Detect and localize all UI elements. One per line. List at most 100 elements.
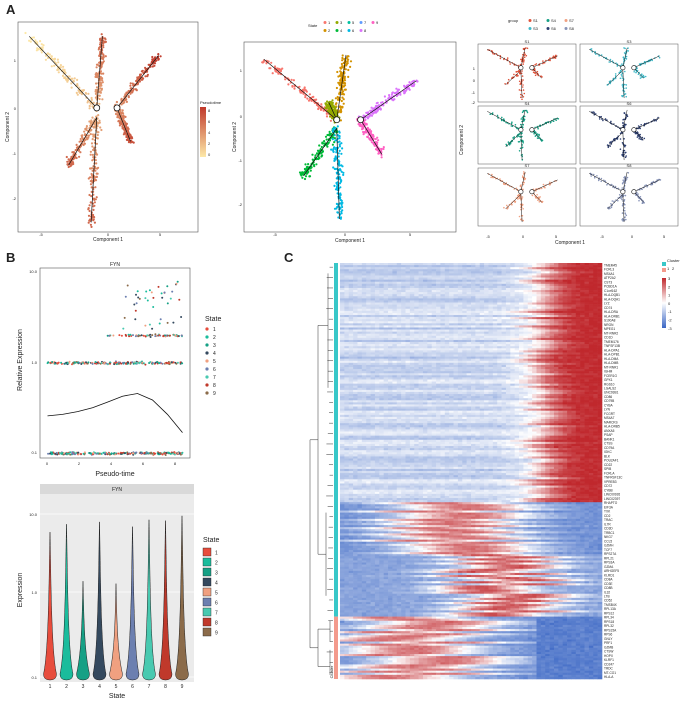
expression-point (95, 452, 98, 455)
cell-point (383, 95, 386, 98)
heatmap-cell (422, 273, 428, 276)
heatmap-cell (462, 290, 467, 293)
heatmap-cell (492, 283, 498, 287)
heatmap-cell (588, 285, 594, 289)
heatmap-cell (353, 277, 358, 280)
cell-point (623, 83, 626, 86)
heatmap-cell (374, 279, 380, 283)
heatmap-cell (588, 269, 594, 272)
cell-point (88, 219, 91, 222)
heatmap-cell (532, 265, 537, 268)
heatmap-cell (388, 275, 393, 278)
heatmap-cell (492, 275, 498, 278)
cell-point (590, 48, 593, 50)
heatmap-cell (514, 277, 520, 280)
heatmap-cell (392, 287, 398, 291)
heatmap-cell (519, 281, 524, 285)
heatmap-cell (497, 275, 502, 278)
x-tick: 5 (663, 234, 666, 239)
heatmap-cell (492, 285, 498, 289)
heatmap-cell (580, 271, 585, 274)
y-axis-label: Component 2 (232, 122, 238, 152)
expression-point (117, 452, 120, 455)
cell-point (342, 102, 345, 105)
heatmap-cell (571, 263, 577, 266)
cell-point (525, 47, 527, 49)
cell-point (331, 117, 334, 120)
heatmap-cell (549, 275, 555, 278)
heatmap-cell (440, 298, 446, 301)
legend-label: 1 (213, 327, 216, 333)
heatmap-cell (427, 271, 432, 274)
panel-b-label: B (6, 250, 15, 265)
cell-point (368, 114, 371, 117)
heatmap-cell (514, 275, 520, 278)
cell-point (340, 99, 343, 103)
cell-point (614, 73, 617, 75)
legend-label: S8 (569, 26, 575, 31)
heatmap-cell (401, 271, 406, 274)
heatmap-cell (584, 296, 590, 299)
heatmap-cell (597, 283, 603, 287)
heatmap-cell (418, 279, 424, 283)
expression-point (136, 361, 138, 364)
heatmap-cell (588, 298, 594, 301)
heatmap-cell (567, 275, 572, 278)
expression-point (174, 334, 177, 337)
heatmap-cell (567, 300, 572, 303)
heatmap-cell (584, 269, 590, 272)
cell-point (89, 167, 92, 170)
trajectory-branch (531, 55, 558, 68)
legend-label: S6 (551, 26, 557, 31)
heatmap-cell (401, 302, 406, 305)
x-tick: 2 (65, 684, 68, 690)
heatmap-cell (488, 296, 494, 299)
heatmap-cell (405, 269, 411, 272)
heatmap-cell (575, 279, 581, 283)
cell-point (620, 74, 623, 76)
heatmap-cell (348, 269, 354, 272)
cell-point (93, 198, 96, 201)
heatmap-cell (422, 277, 428, 280)
heatmap-cell (388, 273, 393, 276)
cell-point (293, 87, 296, 90)
cell-point (624, 144, 627, 147)
heatmap-cell (401, 263, 406, 266)
cell-point (90, 167, 94, 170)
heatmap-cell (514, 290, 520, 293)
cell-point (315, 163, 318, 166)
cell-point (56, 58, 60, 61)
heatmap-cell (475, 292, 481, 295)
heatmap-cell (348, 298, 354, 301)
heatmap-cell (466, 271, 472, 274)
heatmap-cell (361, 279, 367, 283)
expression-point (145, 451, 148, 454)
expression-point (65, 452, 68, 455)
heatmap-cell (523, 302, 529, 305)
heatmap-cell (479, 283, 485, 287)
cell-point (78, 86, 81, 89)
heatmap-cell (549, 292, 555, 295)
cell-point (619, 77, 622, 80)
heatmap-cell (545, 263, 550, 266)
heatmap-cell (505, 292, 511, 295)
facet-label: S3 (627, 39, 633, 44)
heatmap-cell (597, 294, 603, 297)
expression-point (133, 303, 136, 306)
x-tick: 6 (131, 684, 134, 690)
heatmap-cell (344, 279, 350, 283)
heatmap-cell (409, 283, 415, 287)
heatmap-row (340, 271, 603, 274)
legend-label: 6 (215, 601, 218, 607)
expression-point (63, 452, 65, 455)
heatmap-cell (366, 290, 371, 293)
heatmap-cell (597, 269, 603, 272)
heatmap-cell (510, 290, 515, 293)
x-axis-label: Component 1 (335, 238, 365, 244)
heatmap-cell (340, 292, 345, 295)
heatmap-cell (348, 287, 354, 291)
heatmap-cell (492, 302, 498, 305)
heatmap-cell (501, 277, 507, 280)
cell-point (69, 165, 72, 168)
